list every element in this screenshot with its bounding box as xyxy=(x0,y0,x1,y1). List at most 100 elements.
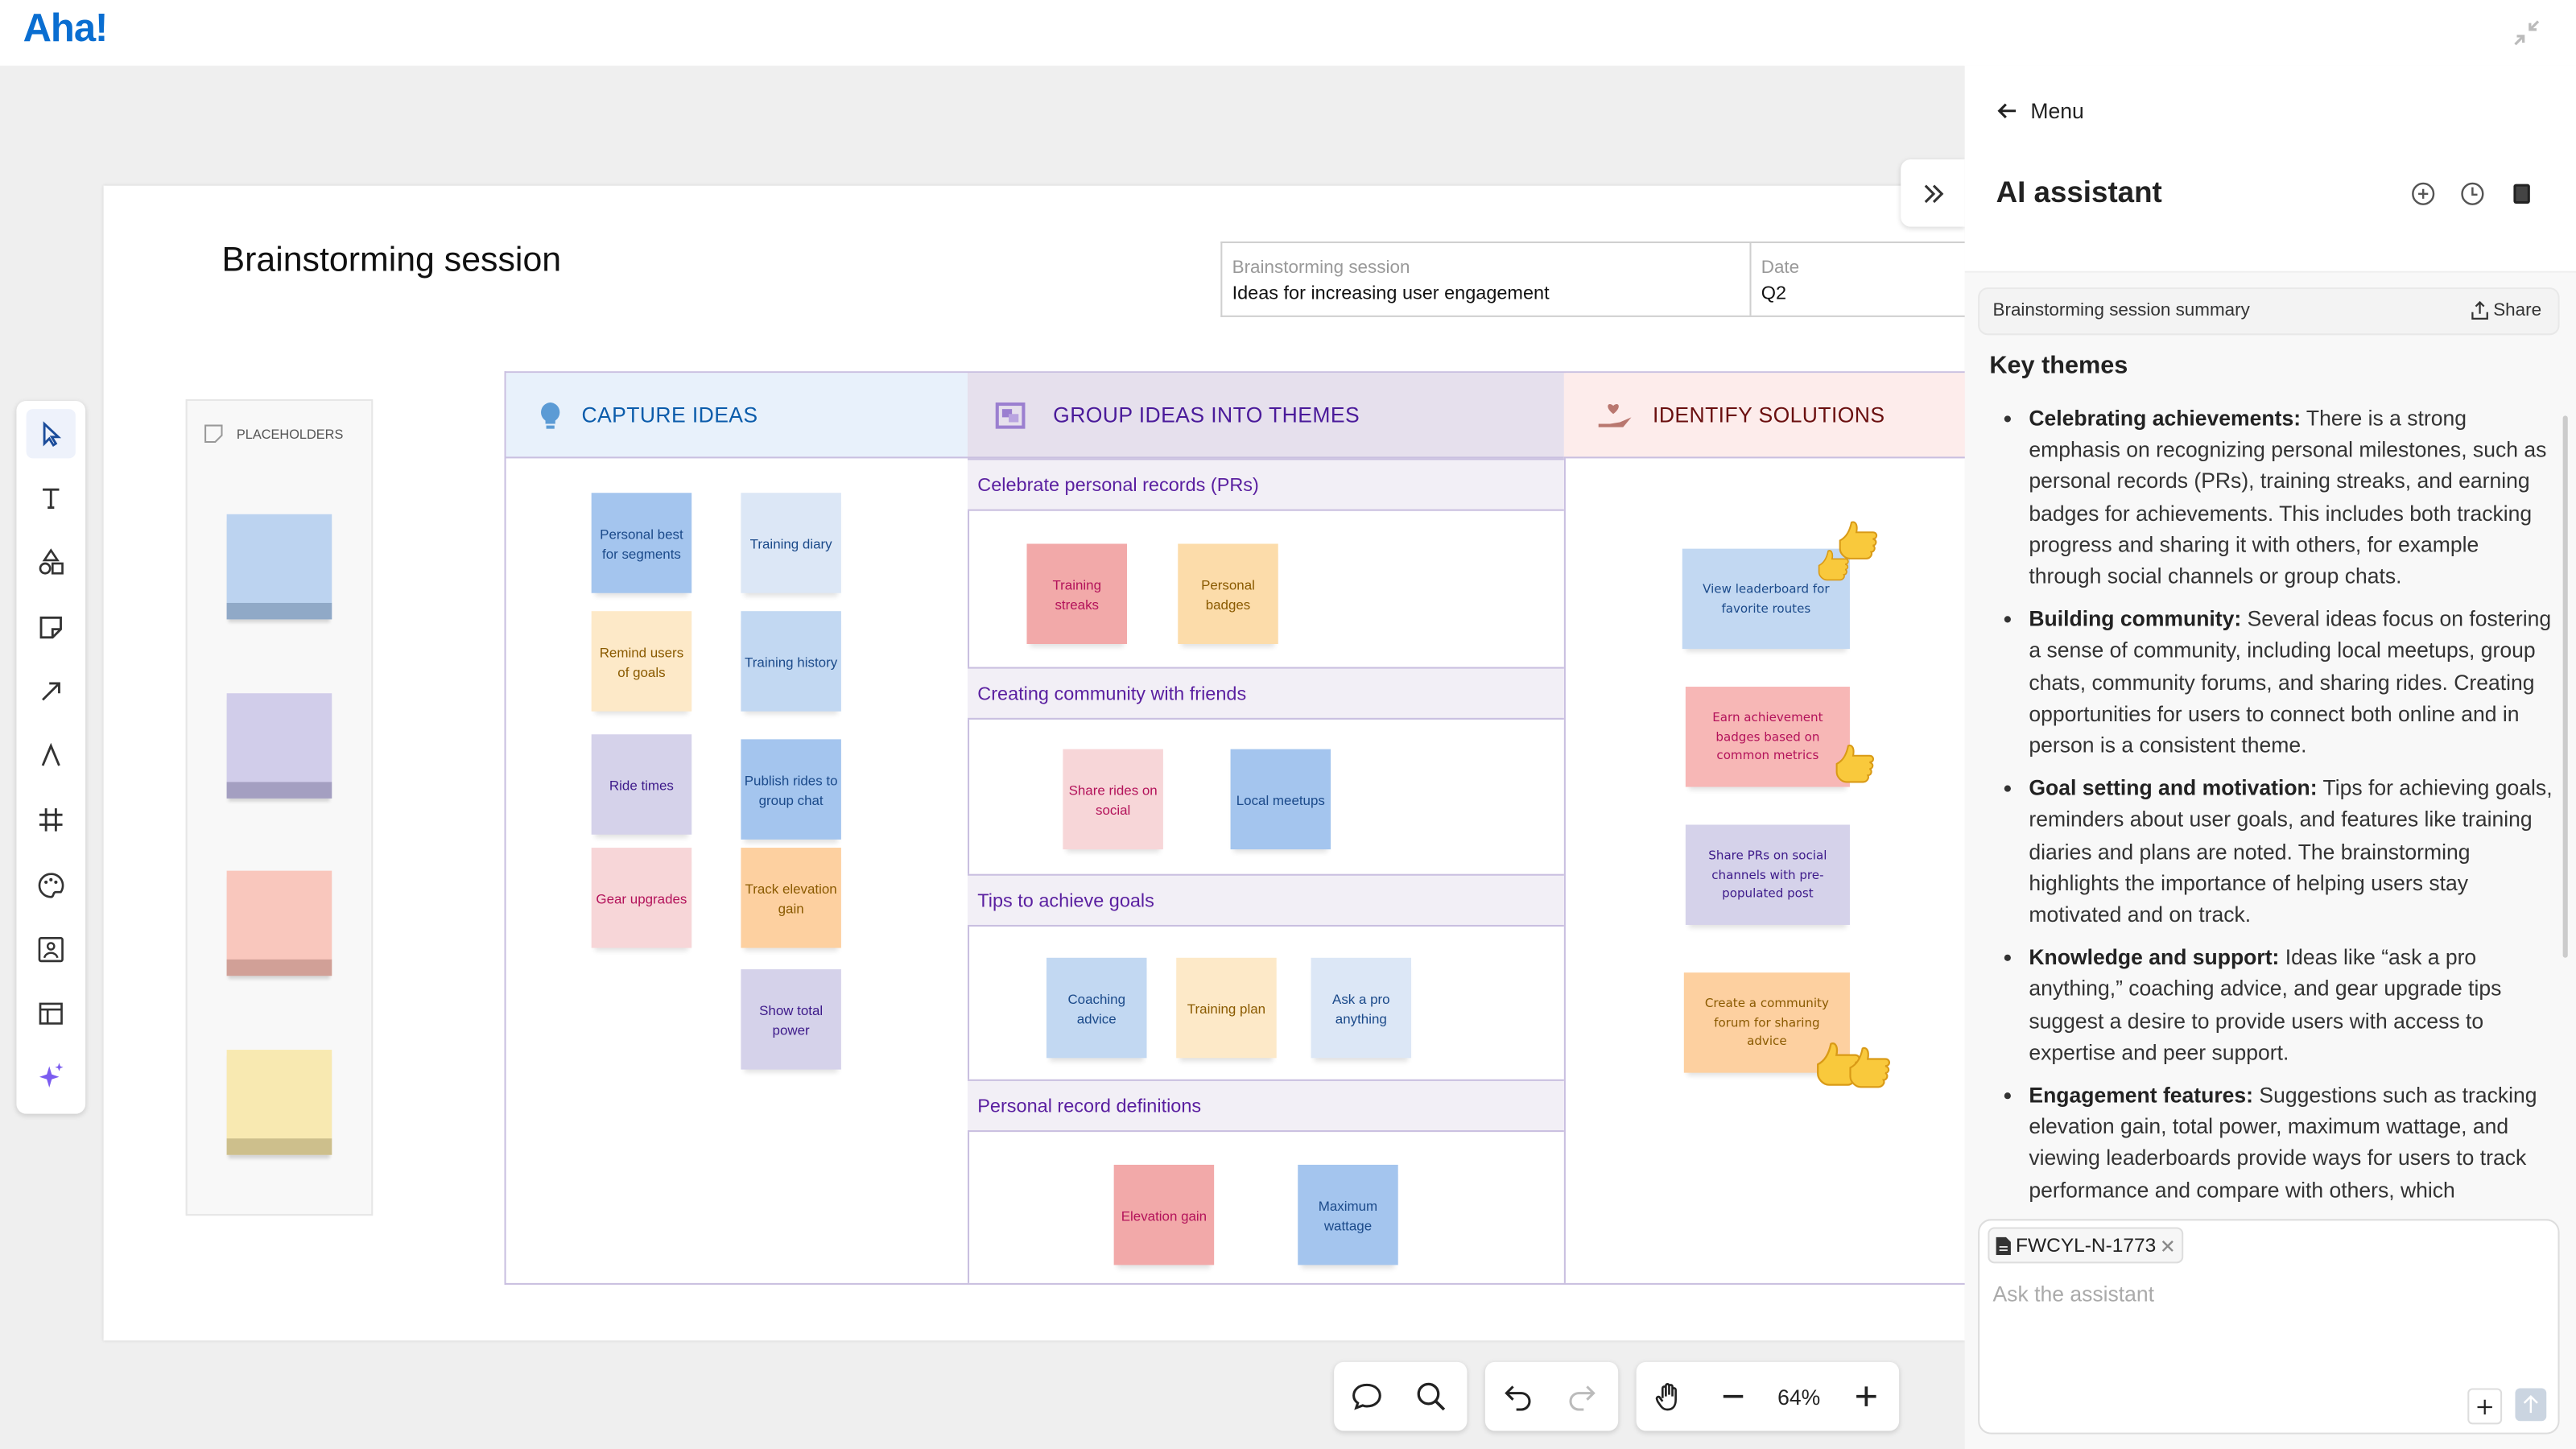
info-label: Brainstorming session xyxy=(1232,258,1410,278)
expand-panel-button[interactable] xyxy=(1901,159,1965,227)
sticky-note[interactable]: Share PRs on social channels with pre-po… xyxy=(1685,824,1850,925)
date-value[interactable]: Q2 xyxy=(1761,284,1787,304)
share-label: Share xyxy=(2493,300,2542,320)
template-tool[interactable] xyxy=(27,989,76,1038)
sticky-note[interactable]: Show total power xyxy=(741,969,841,1070)
new-chat-icon[interactable] xyxy=(2410,180,2437,207)
placeholder-sticky-blue[interactable] xyxy=(226,514,332,620)
sticky-note[interactable]: Remind users of goals xyxy=(591,611,692,712)
info-table: Brainstorming session Ideas for increasi… xyxy=(1220,241,1965,317)
frame-tool[interactable] xyxy=(27,795,76,844)
assistant-input-box[interactable]: FWCYL-N-1773 Ask the assistant xyxy=(1978,1219,2560,1435)
list-item: Knowledge and support: Ideas like “ask a… xyxy=(2029,942,2556,1068)
sticky-note[interactable]: Maximum wattage xyxy=(1298,1164,1398,1265)
placeholder-sticky-purple[interactable] xyxy=(226,693,332,799)
thumbs-up-vote-icon[interactable] xyxy=(1843,1043,1896,1096)
section-header: Personal record definitions xyxy=(968,1079,1564,1133)
sticky-note[interactable]: Personal best for segments xyxy=(591,493,692,593)
sticky-note[interactable]: Gear upgrades xyxy=(591,848,692,948)
thumbs-up-vote-icon[interactable] xyxy=(1830,741,1879,790)
send-button[interactable] xyxy=(2515,1388,2547,1422)
thumbs-up-vote-icon[interactable] xyxy=(1814,547,1853,587)
summary-bar: Brainstorming session summary Share xyxy=(1978,287,2560,336)
column-capture-ideas: CAPTURE IDEAS Personal best for segments… xyxy=(506,373,970,1283)
select-tool[interactable] xyxy=(26,409,76,459)
sticky-note[interactable]: Training diary xyxy=(741,493,841,593)
sticky-note[interactable]: Earn achievement badges based on common … xyxy=(1685,687,1850,787)
text-tool[interactable] xyxy=(27,473,76,522)
close-icon[interactable] xyxy=(2161,1238,2175,1253)
sticky-note-tool[interactable] xyxy=(27,603,76,652)
menu-back-link[interactable]: Menu xyxy=(1996,98,2084,123)
column-title: GROUP IDEAS INTO THEMES xyxy=(1053,402,1360,427)
sticky-note[interactable]: Training plan xyxy=(1176,957,1277,1059)
search-icon xyxy=(1416,1382,1445,1411)
theme-text: Suggestions such as tracking elevation g… xyxy=(2029,1083,2537,1203)
section-header: Creating community with friends xyxy=(968,667,1564,720)
add-button[interactable] xyxy=(2467,1388,2503,1425)
left-toolbar xyxy=(16,400,86,1114)
undo-button[interactable] xyxy=(1485,1362,1550,1431)
share-icon xyxy=(2471,300,2488,320)
group-icon xyxy=(995,401,1026,428)
theme-text: There is a strong emphasis on recognizin… xyxy=(2029,406,2547,588)
sticky-note-icon xyxy=(39,616,62,639)
column-header: GROUP IDEAS INTO THEMES xyxy=(968,373,1564,459)
sticky-note[interactable]: Publish rides to group chat xyxy=(741,739,841,840)
sticky-note[interactable]: Elevation gain xyxy=(1113,1164,1215,1265)
sticky-note[interactable]: Personal badges xyxy=(1178,543,1278,644)
collapse-icon[interactable] xyxy=(2512,18,2541,47)
arrow-up-icon xyxy=(2523,1394,2538,1414)
ai-tool[interactable] xyxy=(27,1051,76,1100)
column-title: IDENTIFY SOLUTIONS xyxy=(1653,402,1885,427)
date-label: Date xyxy=(1761,258,1800,278)
zoom-level[interactable]: 64% xyxy=(1777,1384,1821,1409)
pen-tool[interactable] xyxy=(27,731,76,780)
sticky-note[interactable]: Ask a pro anything xyxy=(1311,957,1412,1059)
column-identify-solutions: IDENTIFY SOLUTIONS View leaderboard for … xyxy=(1563,373,1967,1283)
share-button[interactable]: Share xyxy=(2471,300,2541,320)
sticky-note[interactable]: Training history xyxy=(741,611,841,712)
redo-button[interactable] xyxy=(1549,1362,1613,1431)
sticky-note[interactable]: Share rides on social xyxy=(1063,749,1163,850)
sticky-note[interactable]: Ride times xyxy=(591,734,692,835)
layout-icon xyxy=(39,1002,63,1025)
zoom-group: 64% xyxy=(1636,1361,1900,1431)
aha-logo[interactable]: Aha! xyxy=(23,6,109,52)
arrow-tool[interactable] xyxy=(27,667,76,716)
sticky-note[interactable]: Create a community forum for sharing adv… xyxy=(1683,972,1850,1073)
zoom-in-button[interactable] xyxy=(1834,1362,1898,1431)
shapes-tool[interactable] xyxy=(27,537,76,586)
pan-button[interactable] xyxy=(1637,1362,1701,1431)
pointer-icon xyxy=(43,421,62,448)
list-item: Celebrating achievements: There is a str… xyxy=(2029,402,2556,592)
image-icon xyxy=(38,936,64,963)
image-tool[interactable] xyxy=(27,925,76,974)
search-button[interactable] xyxy=(1398,1362,1463,1431)
info-value[interactable]: Ideas for increasing user engagement xyxy=(1232,284,1550,304)
placeholders-label: PLACEHOLDERS xyxy=(236,426,344,441)
sticky-note[interactable]: Local meetups xyxy=(1230,749,1331,850)
theme-title: Goal setting and motivation: xyxy=(2029,775,2318,801)
theme-text: Tips for achieving goals, reminders abou… xyxy=(2029,775,2553,927)
history-icon[interactable] xyxy=(2459,180,2486,207)
list-item: Goal setting and motivation: Tips for ac… xyxy=(2029,773,2556,931)
attachment-chip[interactable]: FWCYL-N-1773 xyxy=(1988,1227,2184,1264)
comment-button[interactable] xyxy=(1334,1362,1398,1431)
sidebar-toggle-icon[interactable] xyxy=(2508,180,2535,207)
placeholder-sticky-yellow[interactable] xyxy=(226,1050,332,1155)
palette-icon xyxy=(38,873,64,898)
sticky-note[interactable]: Training streaks xyxy=(1026,543,1127,644)
double-chevron-right-icon xyxy=(1923,184,1943,203)
sticky-note[interactable]: Coaching advice xyxy=(1046,957,1147,1059)
thumbs-up-vote-icon[interactable] xyxy=(1834,518,1883,567)
style-tool[interactable] xyxy=(27,861,76,910)
placeholder-sticky-pink[interactable] xyxy=(226,870,332,976)
scrollbar[interactable] xyxy=(2562,415,2568,958)
menu-label: Menu xyxy=(2030,98,2084,124)
zoom-out-button[interactable] xyxy=(1700,1362,1765,1431)
assistant-input[interactable]: Ask the assistant xyxy=(1992,1281,2155,1307)
sticky-note[interactable]: Track elevation gain xyxy=(741,848,841,948)
plus-icon xyxy=(2477,1398,2492,1414)
column-header: IDENTIFY SOLUTIONS xyxy=(1563,373,1967,459)
